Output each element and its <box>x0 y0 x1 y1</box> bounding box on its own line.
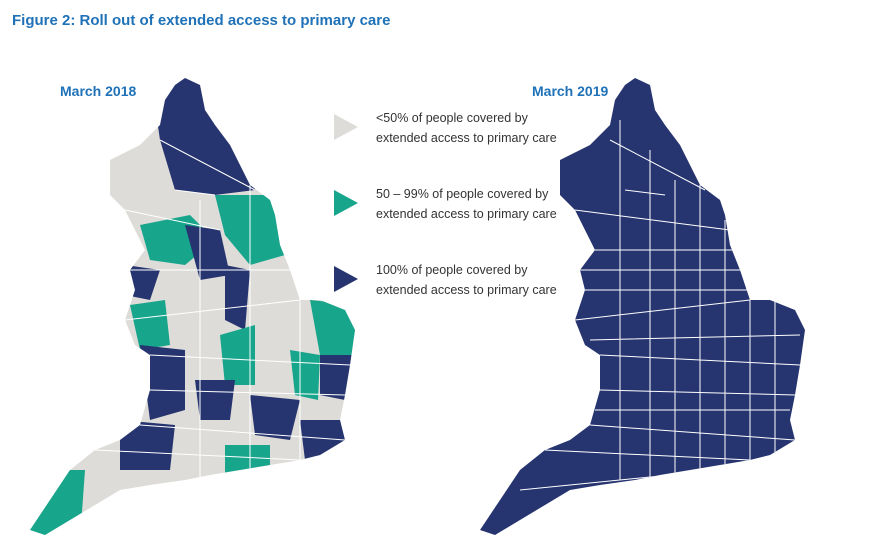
legend-swatch <box>334 114 358 140</box>
legend-label: <50% of people covered by extended acces… <box>376 111 557 145</box>
legend-swatch <box>334 266 358 292</box>
region-borders <box>519 120 801 491</box>
legend-label: 100% of people covered by extended acces… <box>376 263 557 297</box>
figure-title: Figure 2: Roll out of extended access to… <box>12 12 391 29</box>
legend-label: 50 – 99% of people covered by extended a… <box>376 187 557 221</box>
map-2018 <box>30 78 355 535</box>
legend <box>334 114 358 292</box>
legend-swatch <box>334 190 358 216</box>
map-title: March 2018 <box>60 83 137 99</box>
map-2019 <box>480 78 805 535</box>
map-title: March 2019 <box>532 83 609 99</box>
region-borders <box>94 139 351 480</box>
region-patches <box>30 78 355 535</box>
